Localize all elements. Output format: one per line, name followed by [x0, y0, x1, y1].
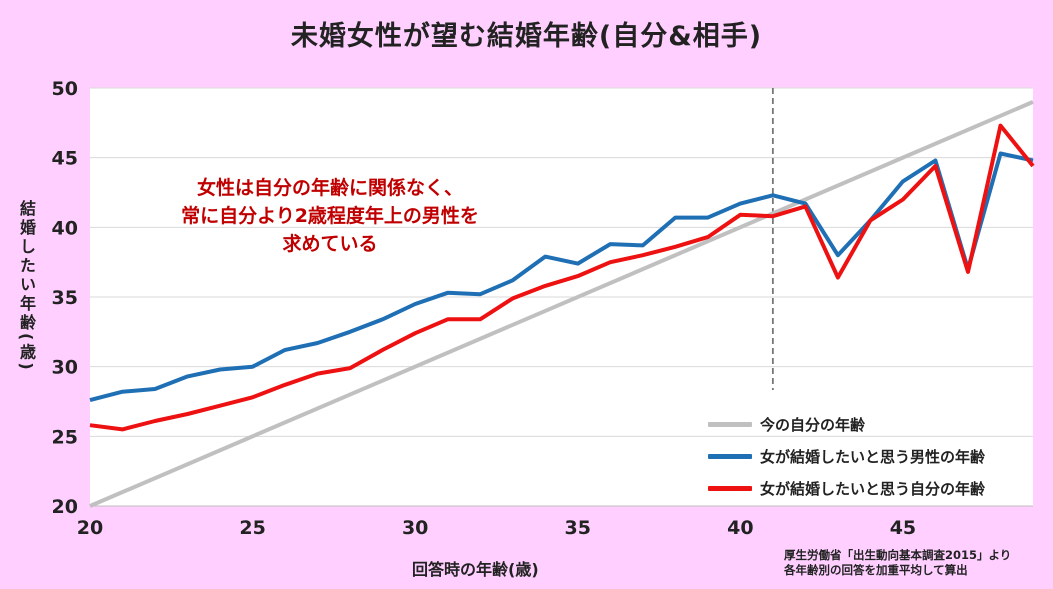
annotation-line-1: 女性は自分の年齢に関係なく、	[196, 177, 463, 199]
y-tick-label: 35	[52, 287, 78, 309]
x-tick-label: 40	[727, 517, 753, 539]
legend-item-partner-age: 女が結婚したいと思う男性の年齢	[708, 440, 985, 472]
y-tick-label: 20	[52, 496, 78, 518]
y-tick-label: 25	[52, 426, 78, 448]
x-axis-label: 回答時の年齢(歳)	[412, 560, 539, 579]
x-tick-label: 35	[565, 517, 591, 539]
tick-labels: 20 25 30 35 40 45 50 20 25 30 35 40 45	[52, 78, 917, 539]
y-axis-label: 結婚したい年齢(歳)	[17, 200, 36, 373]
legend-swatch-current-age	[708, 421, 752, 427]
series-own-age-line	[89, 123, 1035, 432]
series-partner-age-line	[89, 151, 1034, 403]
annotation-text: 女性は自分の年齢に関係なく、 常に自分より2歳程度年上の男性を 求めている	[120, 174, 540, 258]
x-tick-label: 45	[890, 517, 916, 539]
gridlines	[90, 87, 1033, 507]
legend-item-own-age: 女が結婚したいと思う自分の年齢	[708, 472, 985, 504]
x-tick-label: 20	[77, 517, 103, 539]
y-tick-label: 40	[52, 217, 78, 239]
legend-label-own-age: 女が結婚したいと思う自分の年齢	[760, 479, 986, 498]
x-tick-label: 30	[402, 517, 428, 539]
legend-item-current-age: 今の自分の年齢	[708, 408, 985, 440]
annotation-line-3: 求めている	[282, 233, 378, 255]
y-tick-label: 50	[52, 78, 78, 100]
source-line-1: 厚生労働省「出生動向基本調査2015」より	[784, 548, 1012, 562]
legend-label-partner-age: 女が結婚したいと思う男性の年齢	[760, 447, 986, 466]
series-current-age-line	[89, 100, 1034, 508]
y-tick-label: 45	[52, 148, 78, 170]
legend-label-current-age: 今の自分の年齢	[760, 415, 866, 434]
x-tick-label: 25	[239, 517, 265, 539]
series-layer	[89, 100, 1035, 508]
legend-swatch-own-age	[708, 485, 752, 491]
source-line-2: 各年齢別の回答を加重平均して算出	[784, 563, 968, 577]
legend: 今の自分の年齢 女が結婚したいと思う男性の年齢 女が結婚したいと思う自分の年齢	[708, 408, 985, 504]
source-note: 厚生労働省「出生動向基本調査2015」より 各年齢別の回答を加重平均して算出	[784, 548, 1011, 578]
legend-swatch-partner-age	[708, 453, 752, 459]
annotation-line-2: 常に自分より2歳程度年上の男性を	[181, 205, 479, 227]
y-tick-label: 30	[52, 357, 78, 379]
chart-title: 未婚女性が望む結婚年齢(自分&相手)	[290, 21, 763, 52]
